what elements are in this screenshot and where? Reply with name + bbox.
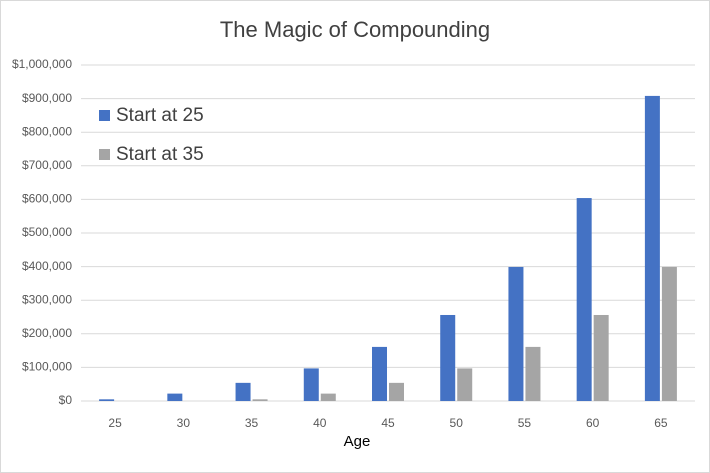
- bar: [661, 266, 677, 401]
- x-tick-label: 65: [654, 416, 668, 430]
- bar: [525, 346, 541, 401]
- x-tick-label: 30: [177, 416, 191, 430]
- bar: [440, 314, 456, 401]
- y-tick-label: $400,000: [22, 259, 72, 273]
- legend-swatch: [99, 149, 110, 160]
- bar: [593, 314, 609, 401]
- bar: [457, 368, 473, 401]
- bar: [508, 266, 524, 401]
- bar: [644, 95, 660, 402]
- y-tick-label: $900,000: [22, 91, 72, 105]
- x-tick-label: 45: [381, 416, 395, 430]
- bar: [235, 382, 251, 401]
- legend-swatch: [99, 110, 110, 121]
- x-tick-label: 55: [518, 416, 532, 430]
- x-tick-label: 50: [450, 416, 464, 430]
- legend-label: Start at 25: [116, 105, 204, 126]
- bar: [576, 198, 592, 401]
- bar: [372, 346, 387, 401]
- x-tick-label: 40: [313, 416, 327, 430]
- y-tick-label: $700,000: [22, 158, 72, 172]
- y-tick-label: $0: [59, 393, 73, 407]
- x-tick-label: 60: [586, 416, 600, 430]
- y-tick-label: $1,000,000: [12, 57, 72, 71]
- x-axis-title: Age: [344, 433, 371, 450]
- x-tick-label: 25: [108, 416, 122, 430]
- y-tick-label: $800,000: [22, 124, 72, 138]
- y-tick-label: $600,000: [22, 192, 72, 206]
- chart-title: The Magic of Compounding: [220, 17, 490, 42]
- y-tick-label: $500,000: [22, 225, 72, 239]
- y-tick-label: $100,000: [22, 360, 72, 374]
- bar: [167, 393, 183, 401]
- bar: [99, 399, 115, 401]
- bar: [320, 393, 336, 401]
- bar: [389, 382, 404, 401]
- x-tick-label: 35: [245, 416, 259, 430]
- y-tick-label: $300,000: [22, 292, 72, 306]
- legend-label: Start at 35: [116, 144, 204, 165]
- y-tick-label: $200,000: [22, 326, 72, 340]
- bar: [252, 399, 268, 401]
- bar: [303, 368, 319, 401]
